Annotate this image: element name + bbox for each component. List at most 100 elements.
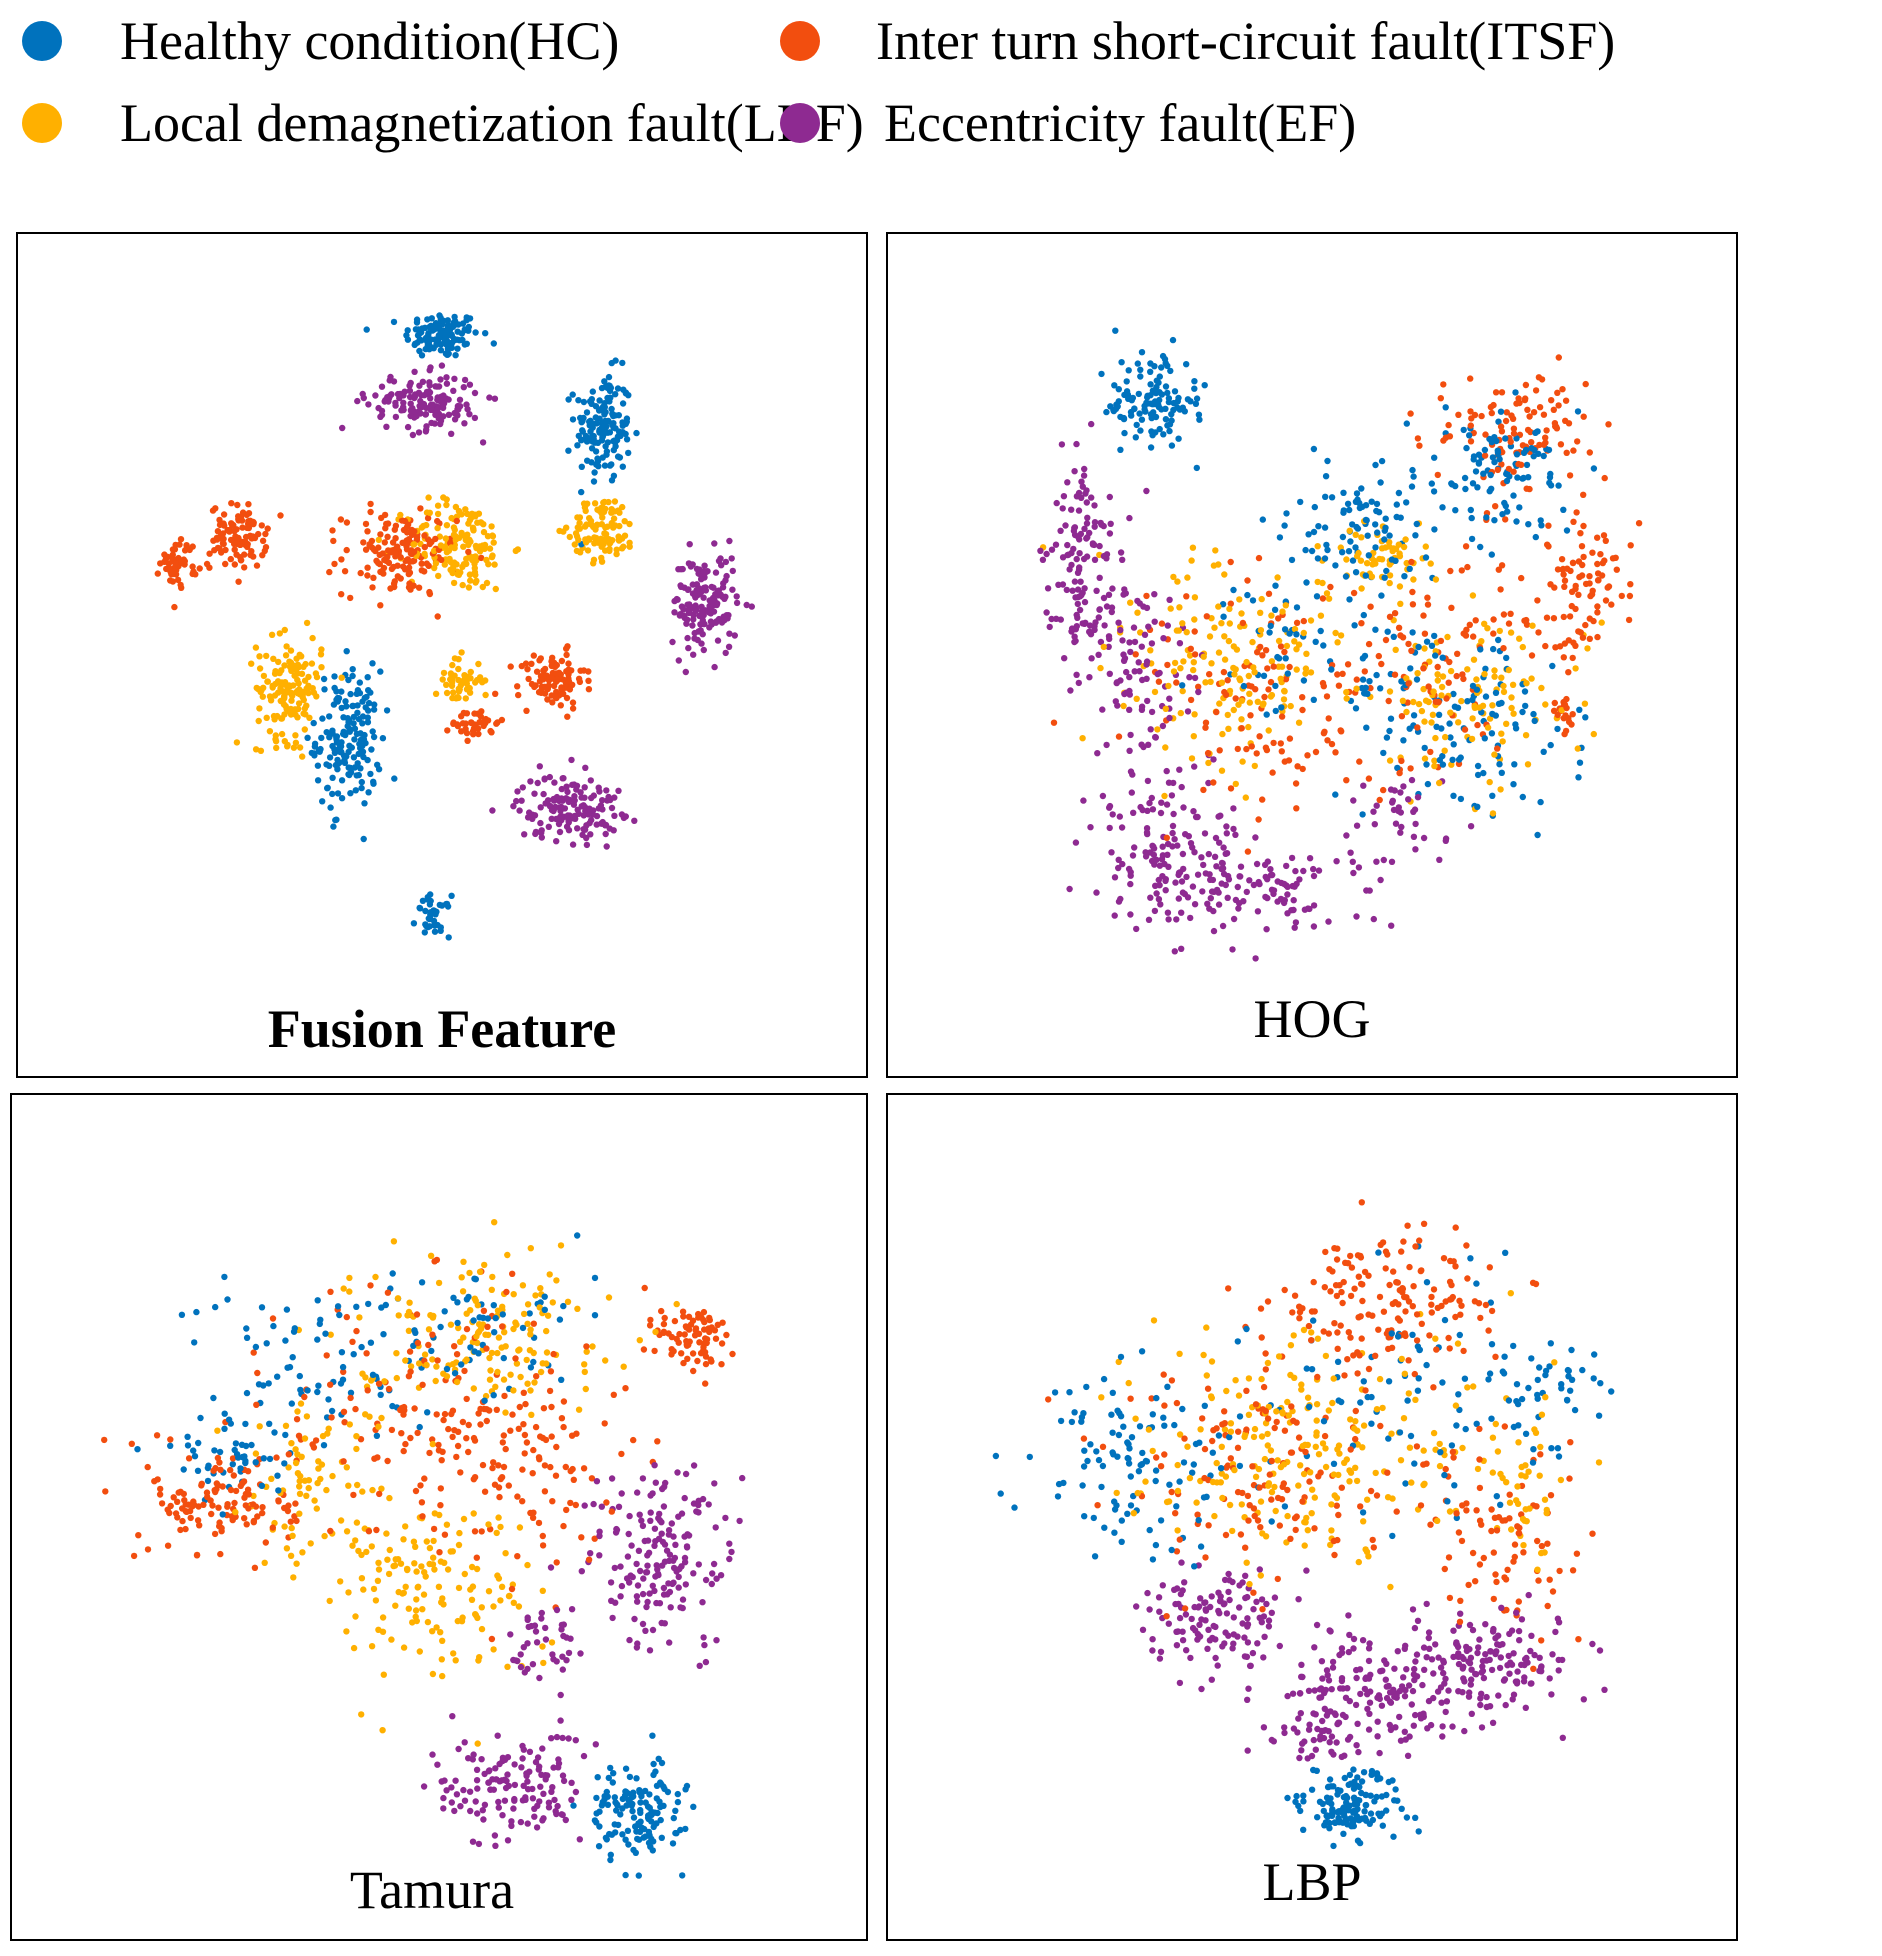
scatter-point-hc bbox=[369, 660, 376, 667]
scatter-point-ef bbox=[1190, 808, 1197, 815]
scatter-point-itsf bbox=[1510, 430, 1518, 437]
scatter-point-hc bbox=[282, 1337, 289, 1344]
scatter-point-ldf bbox=[302, 660, 309, 668]
scatter-point-hc bbox=[650, 1760, 657, 1768]
scatter-point-hc bbox=[1362, 502, 1370, 509]
scatter-point-itsf bbox=[458, 713, 465, 720]
scatter-point-itsf bbox=[1245, 682, 1252, 689]
scatter-point-ef bbox=[709, 1570, 716, 1577]
scatter-point-ldf bbox=[1354, 553, 1361, 560]
scatter-point-ldf bbox=[456, 1529, 463, 1537]
scatter-point-itsf bbox=[364, 572, 371, 579]
scatter-point-itsf bbox=[700, 1308, 708, 1316]
scatter-point-hc bbox=[367, 770, 374, 778]
scatter-point-ldf bbox=[481, 1261, 488, 1269]
scatter-point-itsf bbox=[237, 541, 244, 548]
scatter-point-itsf bbox=[1467, 375, 1474, 382]
scatter-point-ldf bbox=[432, 560, 440, 567]
scatter-point-ef bbox=[685, 609, 693, 616]
scatter-point-ef bbox=[491, 1832, 499, 1839]
scatter-point-hc bbox=[1271, 606, 1279, 613]
scatter-point-ef bbox=[1106, 635, 1113, 643]
scatter-point-ldf bbox=[323, 1486, 330, 1494]
scatter-point-itsf bbox=[196, 1522, 203, 1529]
scatter-point-hc bbox=[404, 327, 411, 334]
scatter-point-ldf bbox=[1191, 711, 1198, 718]
scatter-point-itsf bbox=[411, 1405, 418, 1412]
scatter-point-ldf bbox=[465, 584, 473, 591]
scatter-point-ef bbox=[1037, 547, 1044, 554]
scatter-point-itsf bbox=[1552, 644, 1559, 651]
scatter-point-ldf bbox=[353, 1445, 360, 1453]
scatter-point-ef bbox=[1064, 541, 1071, 549]
scatter-point-ef bbox=[638, 1517, 645, 1524]
scatter-point-hc bbox=[1488, 438, 1495, 446]
scatter-point-itsf bbox=[1526, 485, 1533, 493]
scatter-point-ef bbox=[1046, 623, 1053, 631]
scatter-point-ldf bbox=[281, 662, 288, 669]
scatter-point-itsf bbox=[1561, 577, 1569, 584]
scatter-point-hc bbox=[445, 934, 452, 941]
scatter-point-ef bbox=[1184, 894, 1192, 901]
scatter-point-itsf bbox=[1515, 395, 1522, 402]
scatter-point-itsf bbox=[660, 1320, 668, 1328]
scatter-point-hc bbox=[1324, 546, 1331, 554]
scatter-point-itsf bbox=[1561, 583, 1568, 590]
scatter-point-ldf bbox=[447, 670, 455, 677]
scatter-point-hc bbox=[1531, 717, 1538, 725]
scatter-point-ldf bbox=[443, 522, 451, 529]
scatter-point-ldf bbox=[602, 547, 609, 554]
scatter-point-ef bbox=[1175, 895, 1182, 902]
scatter-point-ef bbox=[1178, 783, 1185, 791]
scatter-point-ldf bbox=[315, 1458, 322, 1465]
scatter-point-itsf bbox=[415, 584, 423, 591]
scatter-point-ldf bbox=[531, 1379, 538, 1386]
scatter-point-itsf bbox=[220, 540, 227, 548]
scatter-point-hc bbox=[1455, 756, 1463, 763]
scatter-point-ldf bbox=[1302, 670, 1309, 677]
scatter-point-itsf bbox=[1425, 683, 1432, 690]
scatter-point-hc bbox=[1466, 432, 1473, 439]
scatter-point-ldf bbox=[1250, 664, 1257, 671]
scatter-point-itsf bbox=[1522, 381, 1530, 389]
scatter-point-ldf bbox=[468, 1563, 476, 1571]
scatter-point-ef bbox=[529, 1795, 537, 1802]
scatter-point-ef bbox=[562, 1816, 569, 1824]
scatter-point-itsf bbox=[1488, 409, 1495, 417]
scatter-point-itsf bbox=[1565, 718, 1573, 726]
scatter-point-ef bbox=[1353, 822, 1361, 829]
scatter-point-itsf bbox=[550, 682, 558, 690]
scatter-point-itsf bbox=[448, 1410, 455, 1418]
scatter-point-itsf bbox=[603, 1499, 610, 1506]
scatter-point-hc bbox=[391, 775, 398, 782]
scatter-point-itsf bbox=[1378, 660, 1385, 668]
scatter-point-ef bbox=[378, 383, 386, 390]
scatter-point-itsf bbox=[500, 1432, 507, 1439]
scatter-point-hc bbox=[364, 719, 372, 726]
scatter-point-ldf bbox=[598, 510, 605, 517]
scatter-point-hc bbox=[633, 429, 640, 437]
scatter-point-ef bbox=[520, 1644, 527, 1651]
scatter-point-hc bbox=[646, 1791, 653, 1798]
scatter-point-itsf bbox=[426, 540, 433, 548]
scatter-point-ef bbox=[710, 584, 717, 591]
scatter-point-ef bbox=[1069, 587, 1076, 594]
scatter-point-hc bbox=[1359, 811, 1366, 818]
scatter-point-ef bbox=[1154, 670, 1161, 678]
scatter-point-itsf bbox=[641, 1284, 648, 1292]
scatter-point-itsf bbox=[235, 578, 242, 585]
scatter-point-hc bbox=[424, 896, 432, 903]
scatter-point-ef bbox=[1106, 670, 1113, 677]
scatter-point-hc bbox=[1263, 711, 1270, 718]
scatter-point-hc bbox=[442, 339, 449, 346]
scatter-point-ldf bbox=[479, 583, 486, 591]
scatter-point-ldf bbox=[1524, 761, 1532, 768]
scatter-point-hc bbox=[1162, 405, 1169, 412]
scatter-point-itsf bbox=[1561, 730, 1568, 738]
scatter-point-ef bbox=[1389, 799, 1396, 806]
scatter-point-itsf bbox=[327, 1527, 334, 1535]
scatter-point-itsf bbox=[231, 527, 238, 535]
scatter-point-ldf bbox=[264, 678, 271, 685]
scatter-point-ldf bbox=[1343, 695, 1350, 702]
scatter-point-itsf bbox=[465, 1448, 472, 1456]
